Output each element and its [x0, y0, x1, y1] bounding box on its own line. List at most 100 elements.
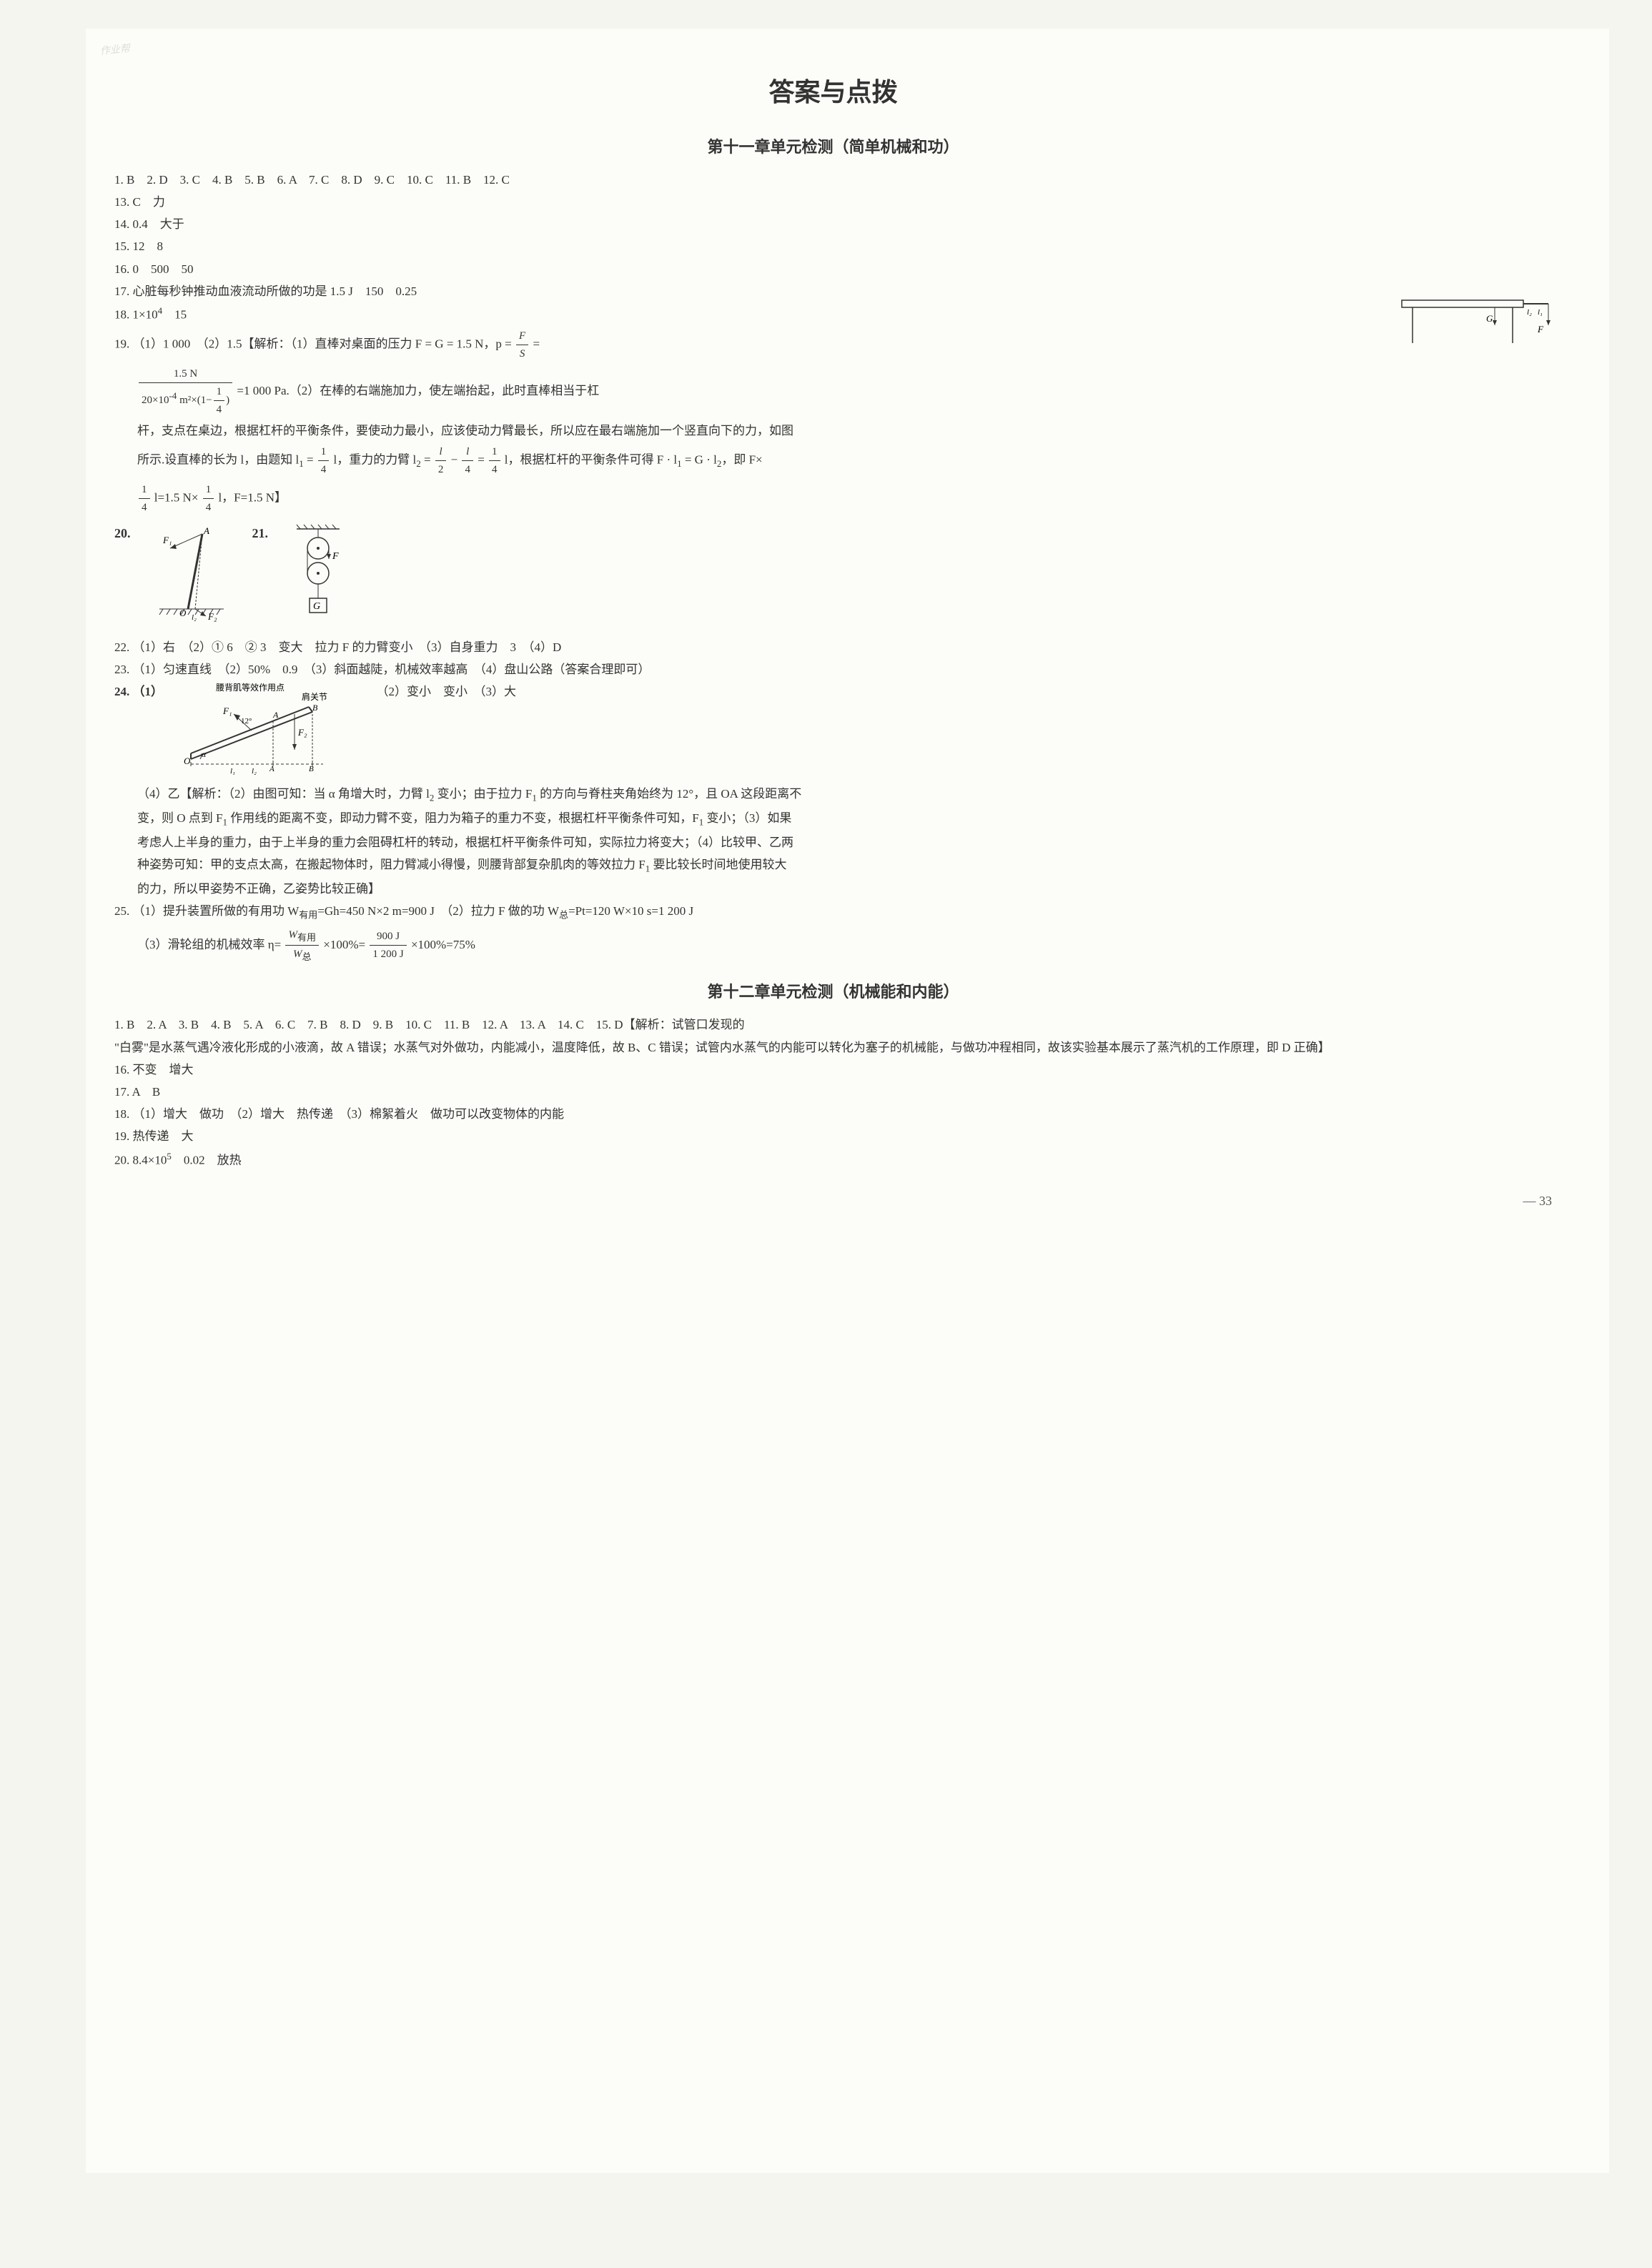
den-b: m²×	[177, 395, 197, 406]
den-c: 1−	[201, 395, 212, 406]
s2-multiple-choice: 1. B 2. A 3. B 4. B 5. A 6. C 7. B 8. D …	[114, 1015, 1552, 1034]
fl4n: l	[462, 443, 473, 461]
s1-q15: 15. 12 8	[114, 237, 1552, 256]
q21-label: 21.	[252, 523, 269, 544]
section-12-title: 第十二章单元检测（机械能和内能）	[114, 979, 1552, 1004]
diag-label2: 肩关节	[302, 691, 327, 702]
svg-text:F: F	[1537, 324, 1544, 335]
svg-text:F₁: F₁	[162, 535, 172, 545]
f14n4: 1	[203, 481, 214, 499]
page-container: 作业帮 答案与点拨 第十一章单元检测（简单机械和功） 1. B 2. D 3. …	[86, 29, 1609, 2173]
section-11-title: 第十一章单元检测（简单机械和功）	[114, 134, 1552, 159]
q25s1: 有用	[299, 910, 317, 921]
diag-label1: 腰背肌等效作用点	[216, 682, 285, 693]
s1-q17: 17. 心脏每秒钟推动血液流动所做的功是 1.5 J 150 0.25	[114, 282, 1552, 301]
q25f1ds: 总	[302, 951, 311, 962]
q25f1dw: W	[293, 949, 302, 960]
s2-q15-cont: "白雾"是水蒸气遇冷液化形成的小液滴，故 A 错误；水蒸气对外做功，内能减小，温…	[114, 1038, 1552, 1057]
table-diagram: G F l₂ l₁	[1395, 293, 1552, 357]
s2-q16: 16. 不变 增大	[114, 1060, 1552, 1079]
inner-num: 1	[214, 383, 225, 401]
svg-text:A: A	[203, 525, 209, 536]
frac-num: F	[516, 327, 528, 345]
q18-text-b: 15	[162, 308, 187, 322]
l3b: =	[304, 452, 317, 466]
s1-q18: 18. 1×104 15	[114, 304, 1552, 325]
svg-text:A: A	[269, 765, 274, 773]
p4f: 变小；（3）如果	[703, 811, 791, 825]
frac14-1: 14	[318, 443, 330, 478]
fl4d: 4	[462, 461, 473, 478]
pulley-diagram: F G	[290, 523, 354, 630]
s1-q16: 16. 0 500 50	[114, 259, 1552, 279]
frac14-2: 14	[489, 443, 500, 478]
s1-multiple-choice: 1. B 2. D 3. C 4. B 5. B 6. A 7. C 8. D …	[114, 170, 1552, 189]
svg-text:B: B	[312, 703, 318, 713]
inner-den: 4	[214, 401, 225, 418]
svg-text:l₁: l₁	[1538, 308, 1543, 317]
s1-q24-p4-l2: 变，则 O 点到 F1 作用线的距离不变，即动力臂不变，阻力为箱子的重力不变，根…	[114, 808, 1552, 830]
f14n2: 1	[489, 443, 500, 461]
q19-frac-fs: F S	[516, 327, 528, 362]
l3c: l，重力的力臂 l	[334, 452, 417, 466]
bigfrac-den: 20×10-4 m²×(1−14)	[139, 383, 232, 418]
p4d: 变，则 O 点到 F	[137, 811, 222, 825]
den-a: 20×10	[142, 395, 169, 406]
q25a: 25. （1）提升装置所做的有用功 W	[114, 904, 299, 918]
s1-q25-l1: 25. （1）提升装置所做的有用功 W有用=Gh=450 N×2 m=900 J…	[114, 901, 1552, 923]
q24-part2: （2）变小 变小 （3）大	[377, 685, 517, 698]
q25f2n: 900 J	[370, 928, 406, 946]
svg-text:A: A	[272, 710, 279, 720]
p4i: 要比较长时间地使用较大	[650, 858, 786, 871]
fl2n: l	[435, 443, 447, 461]
svg-text:α: α	[202, 749, 207, 759]
back-diagram-wrapper: 腰背肌等效作用点 肩关节 O A B F₁ 12° F₂ α	[180, 682, 352, 781]
s1-q13: 13. C 力	[114, 192, 1552, 212]
svg-text:O: O	[179, 608, 187, 618]
s2-q20: 20. 8.4×105 0.02 放热	[114, 1149, 1552, 1170]
svg-text:l₂: l₂	[1527, 308, 1532, 317]
q20-21-diagrams: 20. F₁ A O F₂ l₂ 21.	[114, 523, 1552, 630]
svg-text:G: G	[1486, 313, 1493, 324]
p4b: 变小；由于拉力 F	[434, 787, 532, 801]
svg-text:l₁: l₁	[230, 767, 235, 775]
fl2d: 2	[435, 461, 447, 478]
l3g: ，即 F×	[721, 452, 762, 466]
l4b: l，F=1.5 N】	[218, 490, 287, 504]
s1-q19-line1b: 1.5 N 20×10-4 m²×(1−14) =1 000 Pa.（2）在棒的…	[114, 365, 1552, 418]
p4e: 作用线的距离不变，即动力臂不变，阻力为箱子的重力不变，根据杠杆平衡条件可知，F	[227, 811, 699, 825]
frac-den: S	[516, 345, 528, 362]
svg-text:F₁: F₁	[222, 705, 232, 716]
s2-q17: 17. A B	[114, 1082, 1552, 1101]
l3a: 所示.设直棒的长为 l，由题知 l	[137, 452, 299, 466]
l3d: =	[421, 452, 434, 466]
l3e: l，根据杠杆的平衡条件可得 F · l	[505, 452, 677, 466]
s2-q18: 18. （1）增大 做功 （2）增大 热传递 （3）棉絮着火 做功可以改变物体的…	[114, 1104, 1552, 1124]
q25d: （3）滑轮组的机械效率 η=	[137, 938, 281, 951]
frac-l4: l4	[462, 443, 473, 478]
q20b: 0.02 放热	[172, 1153, 242, 1167]
s1-q24-line1: 24. （1） 腰背肌等效作用点 肩关节 O A B F₁ 12° F₂	[114, 682, 1552, 781]
s1-q23: 23. （1）匀速直线 （2）50% 0.9 （3）斜面越陡，机械效率越高 （4…	[114, 660, 1552, 679]
q19-lead: 19. （1）1 000 （2）1.5【解析：（1）直棒对桌面的压力 F = G…	[114, 337, 515, 350]
s1-q19-line3: 所示.设直棒的长为 l，由题知 l1 = 14 l，重力的力臂 l2 = l2 …	[114, 443, 1552, 478]
svg-text:12°: 12°	[241, 717, 252, 726]
f14d4: 4	[203, 499, 214, 516]
q25-frac2: 900 J 1 200 J	[370, 928, 406, 963]
q20a: 20. 8.4×10	[114, 1153, 167, 1167]
frac14-4: 14	[203, 481, 214, 516]
s1-q19-line1: 19. （1）1 000 （2）1.5【解析：（1）直棒对桌面的压力 F = G…	[114, 327, 1552, 362]
back-posture-diagram: 腰背肌等效作用点 肩关节 O A B F₁ 12° F₂ α	[180, 682, 352, 775]
f14n3: 1	[139, 481, 150, 499]
l4a: l=1.5 N×	[154, 490, 199, 504]
q25f2d: 1 200 J	[370, 946, 406, 963]
f14d3: 4	[139, 499, 150, 516]
q25f: ×100%=75%	[411, 938, 475, 951]
s1-q14: 14. 0.4 大于	[114, 214, 1552, 234]
f14d: 4	[318, 461, 330, 478]
l3f: = G · l	[682, 452, 717, 466]
q20-label: 20.	[114, 523, 131, 544]
p4h: 种姿势可知：甲的支点太高，在搬起物体时，阻力臂减小得慢，则腰背部复杂肌肉的等效拉…	[137, 858, 646, 871]
svg-text:l₂: l₂	[252, 767, 257, 775]
s1-q19-line2: 杆，支点在桌边，根据杠杆的平衡条件，要使动力最小，应该使动力臂最长，所以应在最右…	[114, 421, 1552, 440]
